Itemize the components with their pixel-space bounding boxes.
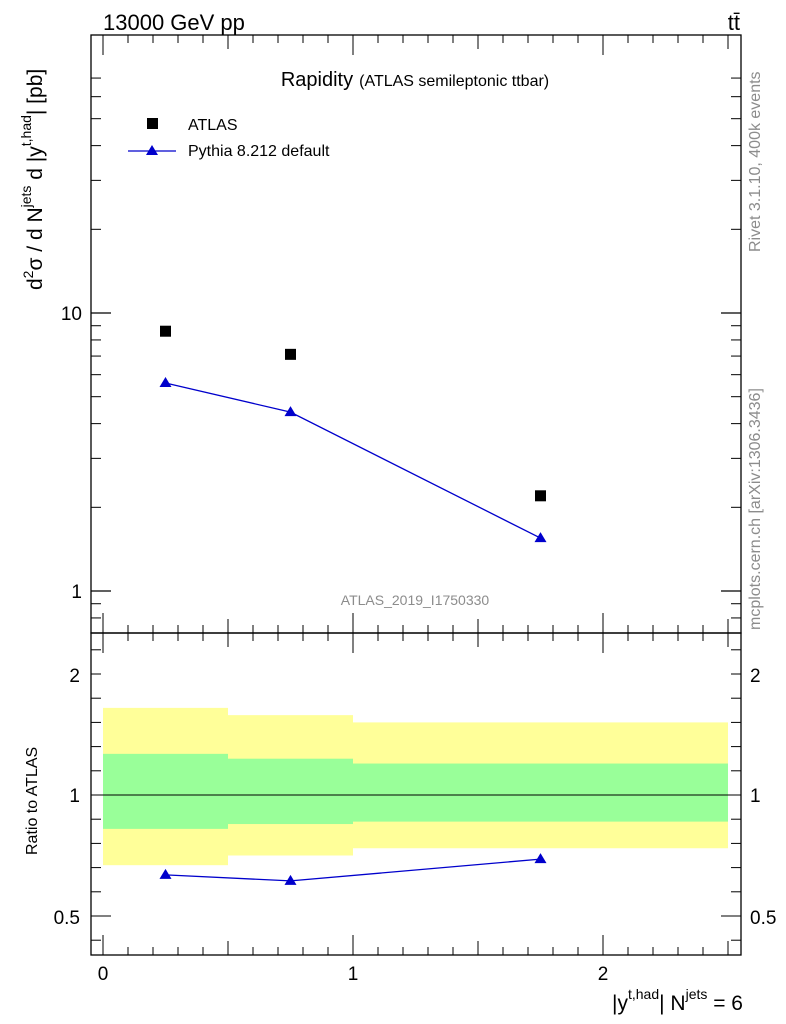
ratio-ytick-label-1-left: 1 — [69, 786, 80, 807]
pythia-data-point — [284, 406, 297, 417]
legend-pythia-label: Pythia 8.212 default — [188, 143, 330, 160]
ratio-band-inner-1 — [228, 758, 353, 825]
process-label: tt̄ — [728, 10, 740, 35]
main-subtitle: (ATLAS semileptonic ttbar) — [359, 73, 549, 90]
ratio-ytick-label-1-right: 1 — [750, 786, 761, 807]
ytick-label-10: 10 — [61, 304, 82, 325]
energy-label: 13000 GeV pp — [103, 10, 245, 35]
ratio-ytick-label-2-left: 2 — [69, 666, 80, 687]
main-y-label: d2σ / d Njets d |yt,had| [pb] — [18, 69, 47, 290]
ratio-ytick-label-05-left: 0.5 — [54, 908, 80, 929]
mcplots-label: mcplots.cern.ch [arXiv:1306.3436] — [747, 388, 764, 630]
ratio-data-point — [159, 868, 172, 879]
xtick-label-0: 0 — [98, 964, 109, 985]
legend: ATLAS Pythia 8.212 default — [128, 117, 330, 160]
ratio-y-label: Ratio to ATLAS — [24, 747, 41, 855]
ratio-axis-ticks — [91, 633, 741, 955]
ratio-band-inner-0 — [103, 753, 228, 829]
x-axis-label: |yt,had| Njets = 6 — [612, 986, 743, 1015]
main-title-text: Rapidity — [281, 69, 353, 91]
ratio-data-point — [534, 853, 547, 864]
atlas-data-point — [285, 348, 296, 360]
ratio-panel: 2 1 0.5 2 1 0.5 0 1 2 Ratio to ATLAS |yt… — [24, 632, 776, 1015]
pythia-line — [165, 382, 541, 539]
ratio-data-point — [284, 874, 297, 885]
ratio-band-inner-2 — [353, 763, 728, 822]
xtick-label-1: 1 — [348, 964, 359, 985]
ratio-ytick-label-2-right: 2 — [750, 666, 761, 687]
watermark: ATLAS_2019_I1750330 — [341, 592, 490, 608]
ratio-ytick-label-05-right: 0.5 — [750, 908, 776, 929]
legend-atlas-label: ATLAS — [188, 117, 238, 134]
ratio-data-marks — [159, 853, 547, 885]
xtick-label-2: 2 — [598, 964, 609, 985]
ratio-frame — [90, 632, 742, 956]
main-panel: Rapidity (ATLAS semileptonic ttbar) ATLAS… — [18, 34, 742, 634]
atlas-data-point — [535, 490, 546, 502]
ytick-label-1: 1 — [71, 582, 82, 603]
legend-atlas-marker — [147, 118, 158, 129]
main-title: Rapidity (ATLAS semileptonic ttbar) — [281, 69, 549, 91]
ratio-bands — [103, 707, 728, 866]
main-data-marks — [159, 325, 547, 543]
atlas-data-point — [160, 325, 171, 337]
pythia-data-point — [534, 532, 547, 543]
pythia-data-point — [159, 377, 172, 388]
rivet-label: Rivet 3.1.10, 400k events — [747, 71, 764, 252]
main-axis-ticks — [91, 35, 741, 633]
legend-pythia-marker — [146, 145, 158, 155]
